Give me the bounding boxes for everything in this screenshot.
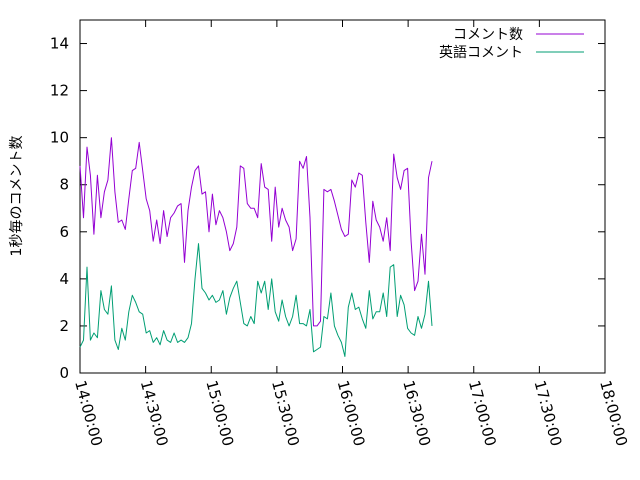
- y-tick-label: 12: [50, 82, 69, 100]
- plot-frame: [79, 19, 606, 374]
- series-layer: [79, 137, 433, 357]
- y-tick-label: 0: [59, 364, 69, 382]
- x-tick-label: 16:00:00: [334, 378, 369, 448]
- y-tick-label: 8: [59, 176, 69, 194]
- x-tick-label: 14:00:00: [71, 378, 106, 448]
- x-tick-label: 17:30:00: [531, 378, 566, 448]
- y-tick-label: 14: [50, 35, 69, 53]
- y-tick-label: 2: [59, 317, 69, 335]
- y-axis-title: 1秒毎のコメント数: [9, 136, 25, 257]
- x-tick-label: 17:00:00: [465, 378, 500, 448]
- x-tick-label: 16:30:00: [399, 378, 434, 448]
- y-axis: 0 2 4 6 8 10 12 14: [50, 35, 605, 382]
- y-tick-label: 6: [59, 223, 69, 241]
- x-tick-label: 15:00:00: [202, 378, 237, 448]
- x-tick-label: 18:00:00: [596, 378, 631, 448]
- x-axis: 14:00:00 14:30:00 15:00:00 15:30:00 16:00:00…: [71, 20, 631, 448]
- series-line-2: [79, 243, 433, 357]
- legend-label-1: コメント数: [453, 27, 523, 43]
- x-tick-label: 14:30:00: [137, 378, 172, 448]
- legend-label-2: 英語コメント: [439, 44, 523, 61]
- y-tick-label: 4: [59, 270, 69, 288]
- y-tick-label: 10: [50, 129, 69, 147]
- x-tick-label: 15:30:00: [268, 378, 303, 448]
- series-line-1: [79, 137, 433, 327]
